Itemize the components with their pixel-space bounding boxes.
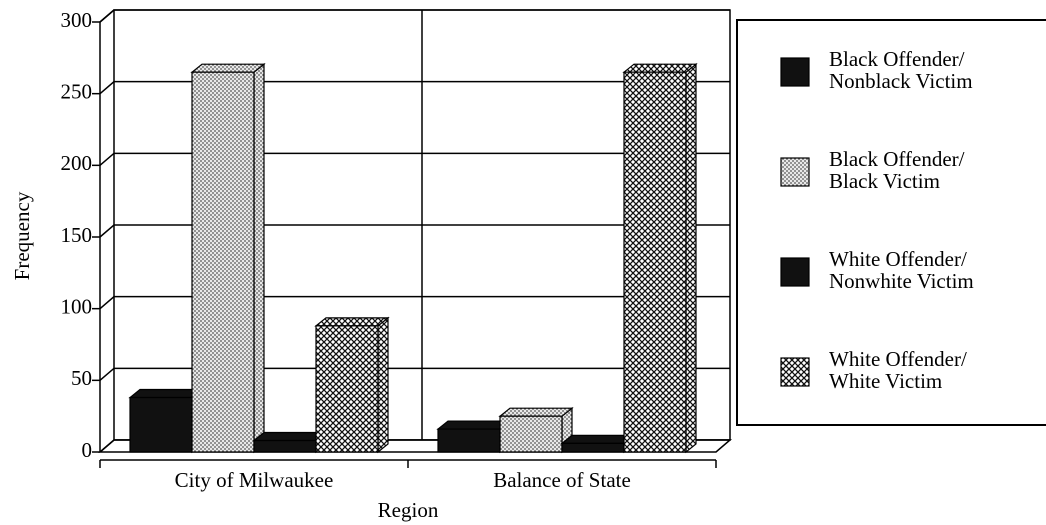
- x-tick-label: Balance of State: [493, 468, 631, 492]
- grid-line: [99, 224, 730, 238]
- bar-top: [128, 388, 204, 399]
- x-axis-label: Region: [378, 498, 439, 522]
- bar-top: [622, 63, 698, 73]
- y-tick-label: 0: [82, 438, 93, 462]
- legend-swatch: [780, 357, 810, 387]
- legend-label: Black Offender/ Black Victim: [829, 147, 965, 193]
- y-tick-label: 200: [61, 151, 93, 175]
- legend-label: Black Offender/ Nonblack Victim: [829, 47, 973, 93]
- bar-top: [436, 420, 512, 430]
- bar: [499, 415, 563, 453]
- grid-line: [99, 9, 730, 23]
- y-tick-label: 150: [61, 223, 93, 247]
- y-axis-label: Frequency: [10, 191, 34, 280]
- bar-top: [252, 431, 328, 442]
- bar-side: [253, 62, 265, 454]
- legend-swatch: [780, 157, 810, 187]
- y-tick-label: 100: [61, 294, 93, 318]
- grid-line: [99, 80, 730, 95]
- legend-label: White Offender/ Nonwhite Victim: [829, 247, 974, 293]
- bar: [253, 439, 317, 453]
- y-tick-label: 250: [61, 79, 93, 103]
- bar-top: [560, 434, 636, 444]
- bar: [437, 428, 501, 453]
- bar: [191, 71, 255, 453]
- y-tick-label: 50: [71, 366, 92, 390]
- bar-top: [498, 407, 574, 417]
- bar: [623, 71, 687, 453]
- bar-side: [685, 62, 697, 454]
- grid-line: [99, 152, 730, 166]
- bar: [315, 325, 379, 453]
- bar-top: [190, 63, 266, 73]
- grid-line: [99, 295, 730, 310]
- legend-label: White Offender/ White Victim: [829, 347, 967, 393]
- grid-line: [99, 367, 730, 381]
- bar-top: [314, 317, 390, 327]
- x-tick-label: City of Milwaukee: [175, 468, 334, 492]
- y-tick-label: 300: [61, 8, 93, 32]
- legend-swatch: [780, 257, 810, 287]
- bar: [129, 396, 193, 453]
- bar-side: [377, 316, 389, 454]
- bar: [561, 442, 625, 453]
- legend-swatch: [780, 57, 810, 87]
